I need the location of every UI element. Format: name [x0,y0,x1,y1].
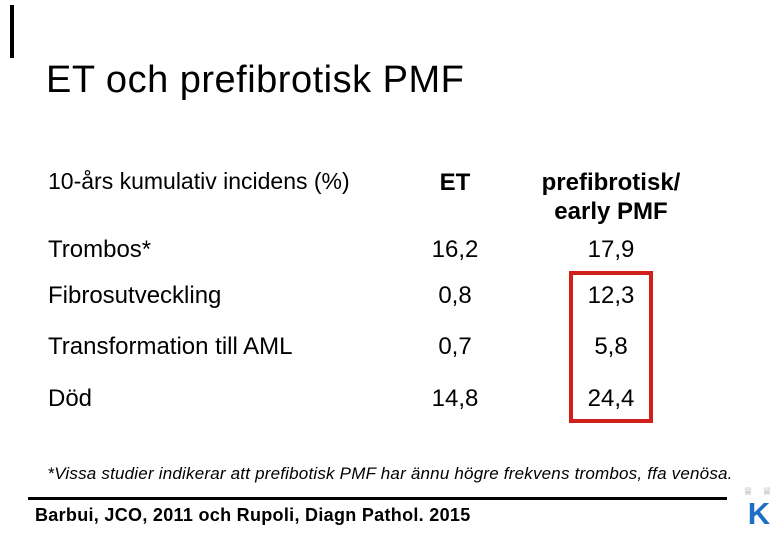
karolinska-logo: ♕ ♕ K [741,486,777,531]
logo-k-letter: K [747,496,771,531]
footnote: *Vissa studier indikerar att prefibotisk… [47,464,733,483]
table-cell-et: 14,8 [431,385,479,412]
table-cell-pmf: 5,8 [594,333,628,360]
table-row-label: Fibrosutveckling [48,282,222,309]
table-row-header: 10-års kumulativ incidens (%) [48,168,350,194]
column-header-pmf-line1: prefibrotisk/ [541,169,681,196]
table-cell-et: 0,8 [438,282,472,309]
table-cell-pmf: 17,9 [587,236,635,263]
table-row-label: Död [48,385,93,412]
table-cell-pmf: 24,4 [587,385,635,412]
citation: Barbui, JCO, 2011 och Rupoli, Diagn Path… [35,505,471,525]
column-header-pmf: prefibrotisk/ early PMF [541,168,681,226]
divider-line [28,497,727,500]
table-row-label: Trombos* [48,236,152,263]
crowns-icon: ♕ ♕ [743,486,775,498]
slide-title: ET och prefibrotisk PMF [46,59,465,101]
table-cell-pmf: 12,3 [587,282,635,309]
table-cell-et: 16,2 [431,236,479,263]
column-header-pmf-line2: early PMF [554,198,668,225]
table-cell-et: 0,7 [438,333,472,360]
left-accent-bar [10,5,14,58]
column-header-et: ET [439,169,471,196]
table-row-label: Transformation till AML [48,333,293,360]
highlight-box [569,271,653,423]
